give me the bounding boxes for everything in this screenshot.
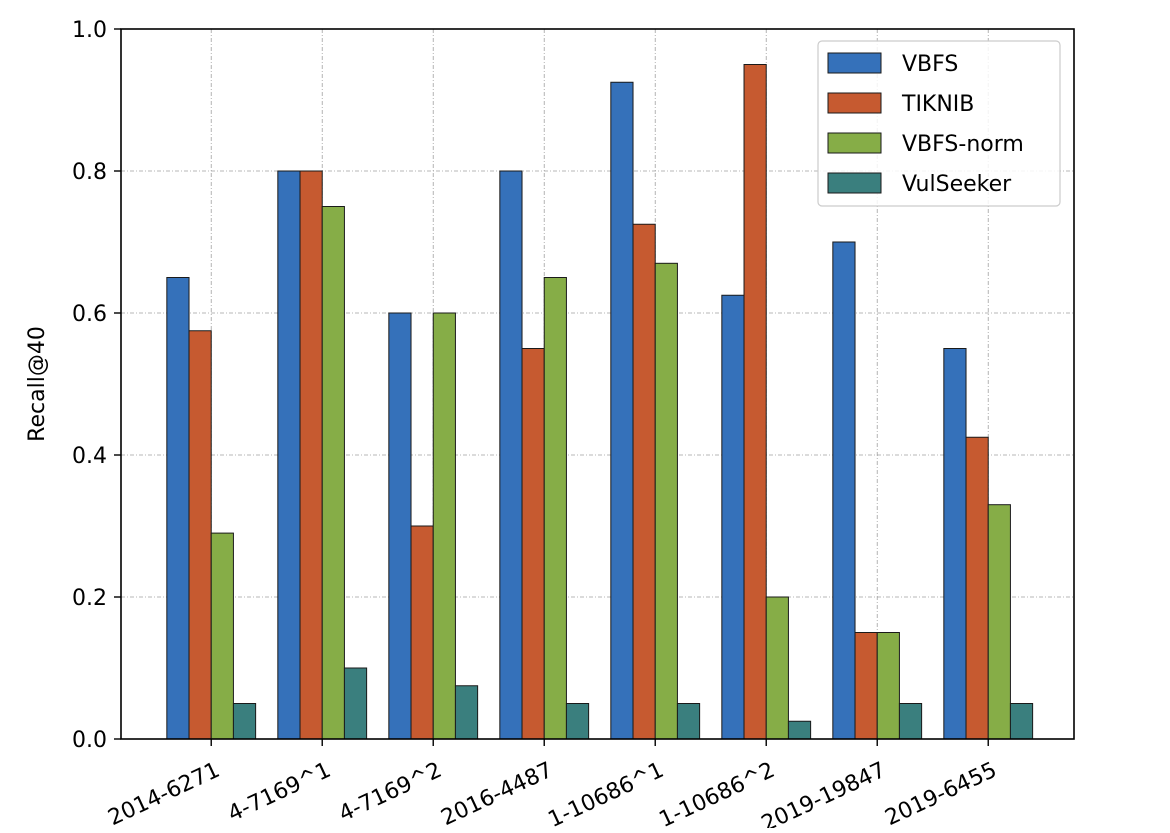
- bar: [299, 170, 323, 740]
- legend-label: VBFS-norm: [902, 132, 1024, 157]
- bar: [565, 703, 590, 740]
- bar: [632, 223, 656, 740]
- bar: [410, 525, 434, 740]
- legend-swatch: [827, 92, 882, 114]
- bar: [1009, 703, 1034, 740]
- bar: [610, 81, 634, 740]
- bar: [232, 703, 257, 740]
- bar: [743, 64, 767, 740]
- y-tick-label: 0.0: [72, 728, 107, 753]
- bar: [188, 330, 212, 740]
- y-axis-label: Recall@40: [25, 326, 50, 442]
- bar: [388, 312, 412, 740]
- bar: [787, 720, 812, 740]
- bar: [343, 667, 368, 740]
- legend-swatch: [827, 172, 882, 194]
- legend-label: TIKNIB: [901, 92, 974, 117]
- bar: [943, 348, 967, 740]
- bar: [654, 262, 678, 740]
- legend-box: [817, 40, 1061, 207]
- bar: [521, 348, 545, 740]
- legend-swatch: [827, 52, 882, 74]
- legend: VBFS TIKNIB VBFS-norm VulSeeker: [817, 40, 1061, 207]
- bar: [765, 596, 789, 740]
- legend-label: VulSeeker: [902, 172, 1012, 197]
- y-tick-label: 0.2: [72, 586, 107, 611]
- bar: [676, 703, 701, 740]
- bar: [832, 241, 856, 740]
- y-tick-label: 1.0: [72, 18, 107, 43]
- bar: [499, 170, 523, 740]
- legend-swatch: [827, 132, 882, 154]
- y-tick-label: 0.8: [72, 160, 107, 185]
- bar: [721, 294, 745, 740]
- bar: [166, 277, 190, 740]
- plot-frame: [120, 28, 1075, 740]
- bar: [454, 685, 479, 740]
- bars: [166, 64, 1034, 740]
- bar: [965, 436, 989, 740]
- bar: [277, 170, 301, 740]
- bar: [898, 703, 923, 740]
- bar: [854, 632, 878, 740]
- bar: [210, 532, 234, 740]
- y-tick-label: 0.6: [72, 302, 107, 327]
- bar: [876, 632, 900, 740]
- legend-label: VBFS: [902, 52, 958, 77]
- y-tick-label: 0.4: [72, 444, 107, 469]
- bar: [987, 504, 1011, 740]
- bar: [432, 312, 456, 740]
- bar: [543, 277, 567, 740]
- bar: [321, 206, 345, 740]
